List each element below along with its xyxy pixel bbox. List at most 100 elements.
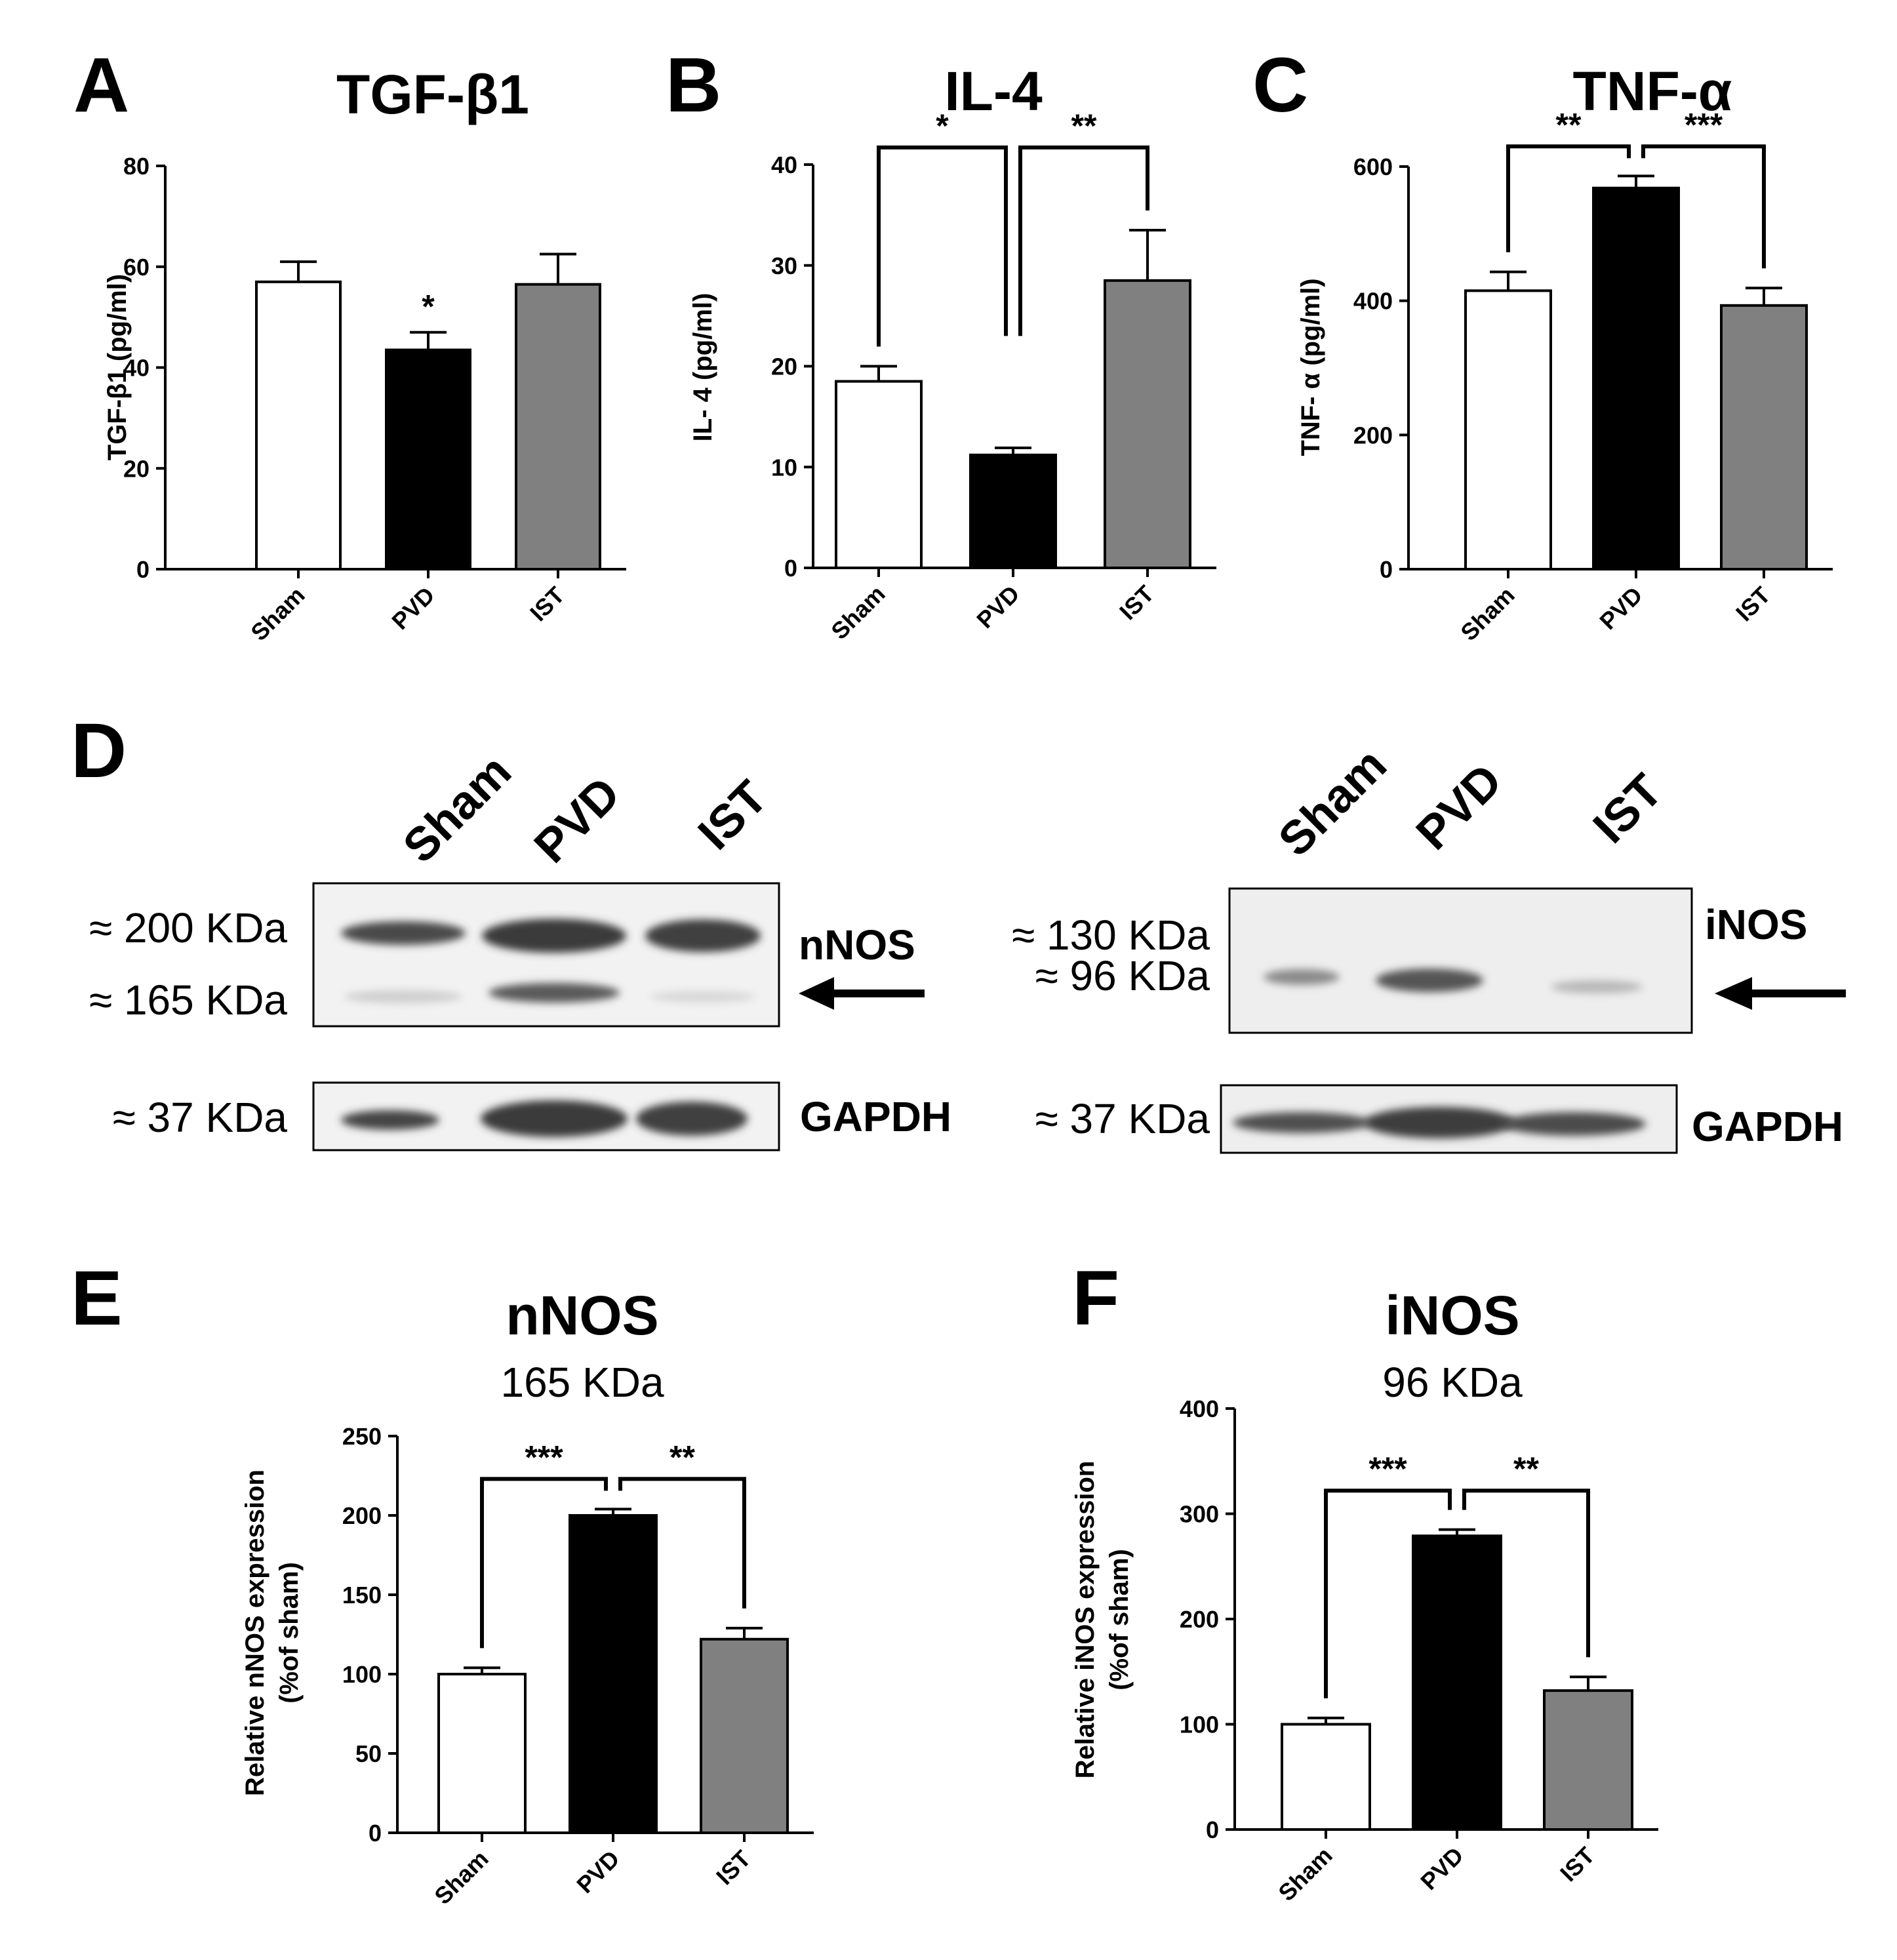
bar-sham bbox=[1464, 289, 1552, 570]
bar-sham bbox=[255, 280, 342, 570]
y-tick-label: 0 bbox=[369, 1820, 382, 1847]
band bbox=[344, 990, 462, 1003]
significance-bracket bbox=[1641, 144, 1766, 269]
y-tick-label: 10 bbox=[771, 454, 797, 481]
y-tick-label: 150 bbox=[342, 1582, 382, 1609]
y-tick-label: 30 bbox=[771, 252, 797, 279]
category-label: PVD bbox=[971, 580, 1024, 633]
significance-marker: ** bbox=[669, 1439, 695, 1475]
y-tick-label: 100 bbox=[1180, 1711, 1219, 1738]
band bbox=[645, 919, 761, 952]
marker-label: ≈ 165 KDa bbox=[89, 976, 287, 1024]
nnos-blot-membrane bbox=[312, 882, 780, 1028]
band bbox=[481, 1100, 628, 1137]
bar-ist bbox=[515, 283, 601, 570]
chart-subtitle: 165 KDa bbox=[500, 1359, 664, 1406]
band bbox=[341, 1110, 439, 1130]
y-axis-label: TGF-β1 (pg/ml) bbox=[103, 274, 132, 460]
chart-title: nNOS bbox=[506, 1285, 658, 1346]
chart-title: iNOS bbox=[1385, 1285, 1519, 1346]
bar-sham bbox=[835, 380, 923, 569]
y-tick-label: 60 bbox=[123, 254, 150, 281]
panel-label-c: C bbox=[1252, 42, 1308, 129]
category-label: Sham bbox=[429, 1845, 493, 1910]
panel-label-d: D bbox=[71, 708, 127, 794]
category-label: IST bbox=[1555, 1842, 1600, 1887]
y-tick-label: 0 bbox=[136, 556, 150, 583]
y-tick-label: 20 bbox=[771, 353, 797, 380]
chart-title: TNF-α bbox=[1573, 60, 1732, 122]
category-label: PVD bbox=[386, 582, 439, 635]
category-label: IST bbox=[1730, 582, 1776, 627]
marker-label: ≈ 37 KDa bbox=[1035, 1095, 1210, 1142]
significance-bracket bbox=[1506, 144, 1631, 252]
significance-marker: ** bbox=[1071, 108, 1097, 144]
lane-label: Sham bbox=[393, 745, 521, 873]
significance-marker: *** bbox=[1685, 106, 1723, 143]
category-label: PVD bbox=[1594, 582, 1647, 635]
band bbox=[1233, 1112, 1370, 1133]
y-tick-label: 50 bbox=[355, 1740, 382, 1767]
band bbox=[1502, 1112, 1646, 1136]
bar-ist bbox=[1720, 304, 1808, 570]
y-tick-label: 100 bbox=[342, 1661, 382, 1688]
gapdh-blot-membrane bbox=[1220, 1084, 1678, 1154]
inos-blot-membrane bbox=[1228, 887, 1693, 1034]
y-tick-label: 0 bbox=[1380, 556, 1393, 583]
significance-bracket bbox=[1462, 1489, 1590, 1658]
significance-bracket bbox=[1018, 145, 1149, 336]
significance-bracket bbox=[480, 1477, 608, 1649]
significance-marker: * bbox=[936, 108, 949, 144]
significance-marker: ** bbox=[1556, 106, 1582, 143]
bar-pvd bbox=[1592, 186, 1680, 571]
western-blot-inos: Sham PVD IST ≈ 130 KDa ≈ 96 KDa ≈ 37 KDa… bbox=[1012, 738, 1846, 1154]
category-label: IST bbox=[525, 582, 570, 627]
western-blot-nnos: Sham PVD IST ≈ 200 KDa ≈ 165 KDa ≈ 37 KD… bbox=[89, 745, 951, 1151]
arrow-icon bbox=[799, 977, 925, 1010]
category-label: IST bbox=[1114, 580, 1159, 626]
panel-label-a: A bbox=[73, 42, 129, 129]
y-tick-label: 40 bbox=[123, 355, 150, 382]
bar-ist bbox=[1104, 279, 1191, 569]
bar-ist bbox=[700, 1637, 789, 1834]
gapdh-blot-membrane bbox=[312, 1081, 780, 1151]
marker-label: ≈ 37 KDa bbox=[113, 1094, 288, 1141]
y-axis-label: IL- 4 (pg/ml) bbox=[689, 293, 717, 442]
significance-bracket bbox=[1324, 1489, 1452, 1698]
loading-control-label: GAPDH bbox=[800, 1093, 951, 1140]
category-label: IST bbox=[711, 1845, 756, 1890]
band bbox=[489, 983, 620, 1003]
marker-label: ≈ 130 KDa bbox=[1012, 911, 1210, 959]
category-label: PVD bbox=[571, 1845, 624, 1898]
category-label: Sham bbox=[1455, 582, 1519, 646]
significance-marker: * bbox=[422, 289, 435, 325]
band bbox=[1264, 969, 1340, 985]
bar-pvd bbox=[969, 453, 1057, 569]
y-axis-label: (%of sham) bbox=[275, 1562, 304, 1704]
lane-label: PVD bbox=[525, 767, 630, 873]
band bbox=[1376, 969, 1483, 992]
chart-inos-expression: iNOS 96 KDa Relative iNOS expression (%of s… bbox=[1071, 1285, 1658, 1906]
significance-bracket bbox=[618, 1477, 746, 1609]
protein-label: nNOS bbox=[799, 921, 915, 969]
y-tick-label: 600 bbox=[1353, 153, 1393, 180]
bar-ist bbox=[1543, 1689, 1633, 1831]
chart-tgf-b1: TGF-β1 TGF-β1 (pg/ml) 0 20 40 60 80 Sham PVD IST * bbox=[103, 64, 626, 646]
y-tick-label: 200 bbox=[342, 1502, 382, 1529]
marker-label: ≈ 96 KDa bbox=[1035, 952, 1210, 999]
panel-label-f: F bbox=[1072, 1255, 1119, 1342]
significance-bracket bbox=[877, 145, 1008, 347]
band bbox=[341, 921, 466, 945]
protein-label: iNOS bbox=[1705, 901, 1807, 948]
bar-sham bbox=[437, 1673, 527, 1834]
category-label: Sham bbox=[245, 582, 310, 646]
y-tick-label: 200 bbox=[1353, 422, 1393, 449]
bar-pvd bbox=[569, 1514, 658, 1834]
arrow-icon bbox=[1715, 977, 1846, 1010]
lane-label: Sham bbox=[1269, 738, 1397, 866]
band bbox=[636, 1102, 748, 1136]
band bbox=[1364, 1107, 1515, 1138]
chart-title: IL-4 bbox=[944, 60, 1043, 122]
y-tick-label: 400 bbox=[1353, 288, 1393, 315]
